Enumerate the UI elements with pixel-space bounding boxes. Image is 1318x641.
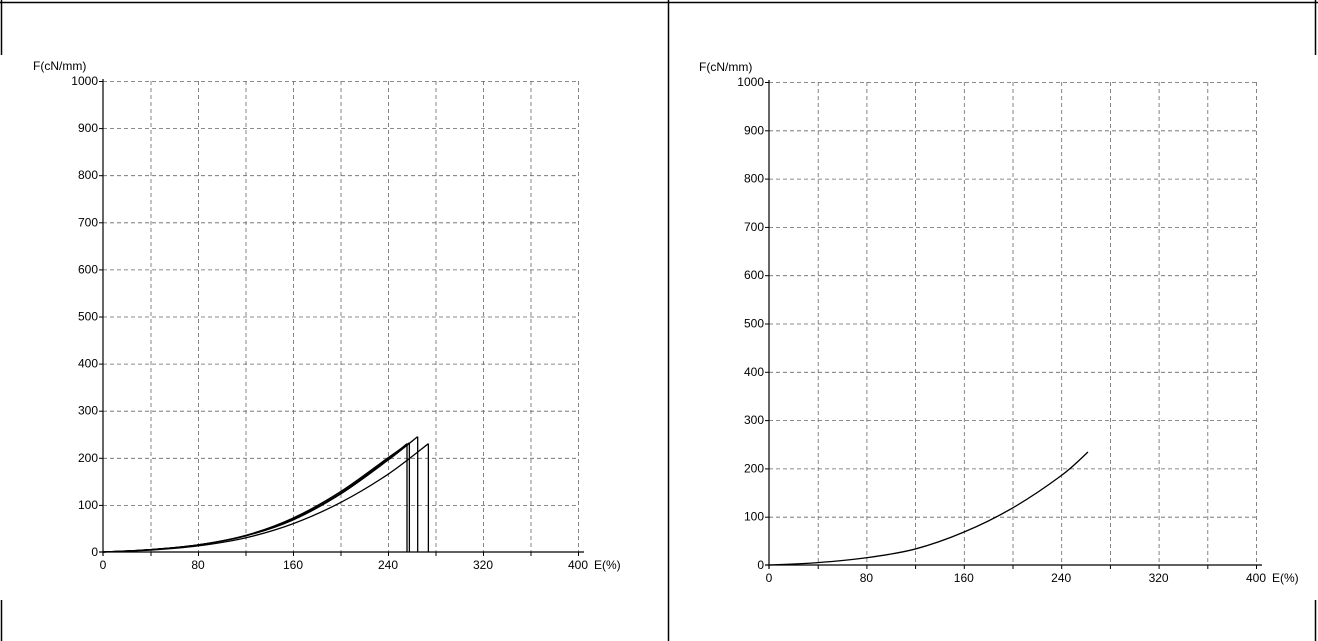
left-chart-y-tick-label: 700 — [78, 215, 98, 229]
left-chart-y-tick-label: 500 — [78, 310, 98, 324]
left-chart-y-tick-label: 1000 — [71, 74, 98, 88]
right-chart-y-tick-label: 100 — [744, 510, 764, 524]
chart-right: 0 100 200 300 400 500 600 700 800 900 1000 0 80 160 24… — [699, 60, 1299, 585]
right-chart-y-tick-label: 400 — [744, 365, 764, 379]
right-chart-y-tick-label: 0 — [757, 558, 764, 572]
left-chart-y-tick-label: 800 — [78, 168, 98, 182]
right-chart-y-tick-label: 700 — [744, 220, 764, 234]
right-chart-y-axis-title: F(cN/mm) — [699, 60, 752, 74]
left-chart-y-tick-label: 200 — [78, 451, 98, 465]
left-chart-x-tick-label: 80 — [191, 558, 205, 572]
right-chart-x-tick-label: 80 — [860, 571, 874, 585]
left-chart-x-axis-title: E(%) — [594, 558, 621, 572]
left-chart-y-tick-label: 100 — [78, 498, 98, 512]
left-chart-x-tick-label: 240 — [378, 558, 398, 572]
right-chart-x-tick-label: 240 — [1051, 571, 1071, 585]
right-chart-x-tick-label: 320 — [1149, 571, 1169, 585]
right-chart-x-tick-label: 0 — [766, 571, 773, 585]
right-chart-y-tick-label: 600 — [744, 268, 764, 282]
left-chart-y-tick-label: 0 — [91, 545, 98, 559]
chart-left: 0 100 200 300 400 500 600 700 800 900 1000 0 80 160 24… — [33, 59, 621, 572]
right-chart-series-line — [768, 451, 1089, 566]
right-chart-y-tick-label: 200 — [744, 461, 764, 475]
left-chart-x-tick-label: 320 — [473, 558, 493, 572]
left-chart-x-tick-label: 0 — [100, 558, 107, 572]
left-chart-y-axis-title: F(cN/mm) — [33, 59, 86, 73]
left-chart-series-line — [102, 443, 429, 553]
right-chart-y-tick-label: 300 — [744, 413, 764, 427]
left-chart-y-tick-label: 900 — [78, 121, 98, 135]
right-chart-x-axis-title: E(%) — [1272, 571, 1299, 585]
right-chart-y-tick-label: 900 — [744, 123, 764, 137]
left-chart-y-tick-label: 400 — [78, 357, 98, 371]
right-chart-x-tick-label: 160 — [954, 571, 974, 585]
right-chart-y-tick-label: 1000 — [737, 75, 764, 89]
right-chart-y-tick-label: 500 — [744, 317, 764, 331]
right-chart-y-tick-label: 800 — [744, 172, 764, 186]
left-chart-x-tick-label: 400 — [568, 558, 588, 572]
right-chart-x-tick-label: 400 — [1246, 571, 1266, 585]
left-chart-x-tick-label: 160 — [283, 558, 303, 572]
left-chart-y-tick-label: 300 — [78, 404, 98, 418]
left-chart-y-tick-label: 600 — [78, 262, 98, 276]
